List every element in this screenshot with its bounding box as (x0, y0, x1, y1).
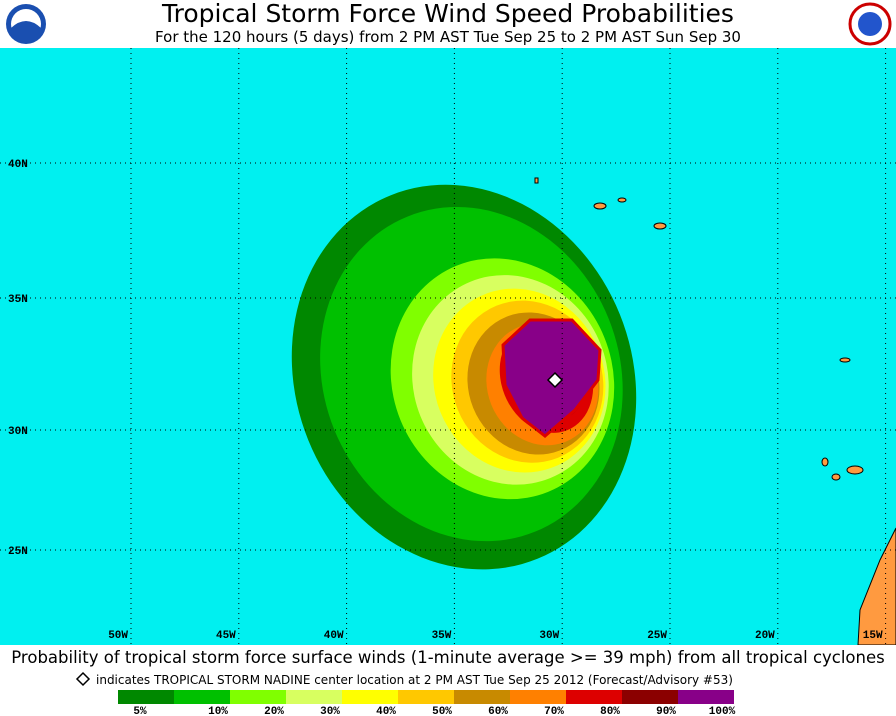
caption: Probability of tropical storm force surf… (11, 648, 884, 667)
legend-swatch (118, 690, 174, 704)
legend-label: 100% (709, 706, 736, 716)
legend-label: 40% (376, 706, 396, 716)
legend-swatch (342, 690, 398, 704)
lon-label: 25W (647, 630, 667, 642)
legend-swatch (454, 690, 510, 704)
legend-label: 30% (320, 706, 340, 716)
legend-swatch (398, 690, 454, 704)
lon-label: 45W (216, 630, 236, 642)
lon-label: 35W (432, 630, 452, 642)
legend-label: 20% (264, 706, 284, 716)
legend-label: 90% (656, 706, 676, 716)
nws-logo (848, 2, 892, 46)
lon-label: 40W (324, 630, 344, 642)
legend-label: 50% (432, 706, 452, 716)
legend-swatch (678, 690, 734, 704)
lat-label: 30N (8, 426, 28, 438)
lat-label: 25N (8, 546, 28, 558)
legend-swatch (510, 690, 566, 704)
legend-swatch (230, 690, 286, 704)
legend-label: 60% (488, 706, 508, 716)
marker-key (75, 671, 91, 687)
noaa-logo (6, 4, 46, 44)
lon-label: 50W (108, 630, 128, 642)
legend-label: 80% (600, 706, 620, 716)
legend-swatch (622, 690, 678, 704)
legend-label: 5% (133, 706, 147, 716)
lon-label: 20W (755, 630, 775, 642)
subtitle: For the 120 hours (5 days) from 2 PM AST… (155, 28, 741, 46)
legend-label: 10% (208, 706, 228, 716)
lon-label: 15W (863, 630, 883, 642)
legend-swatch (566, 690, 622, 704)
legend-label: 70% (544, 706, 564, 716)
legend-swatch (174, 690, 230, 704)
marker-note: indicates TROPICAL STORM NADINE center l… (96, 673, 733, 687)
legend-swatch (286, 690, 342, 704)
map: 40N 35N 30N 25N 50W 45W 40W 35W 30W 25W 20W 15W (0, 48, 896, 646)
lat-label: 40N (8, 159, 28, 171)
lat-label: 35N (8, 294, 28, 306)
lon-label: 30W (539, 630, 559, 642)
title: Tropical Storm Force Wind Speed Probabil… (161, 0, 734, 28)
